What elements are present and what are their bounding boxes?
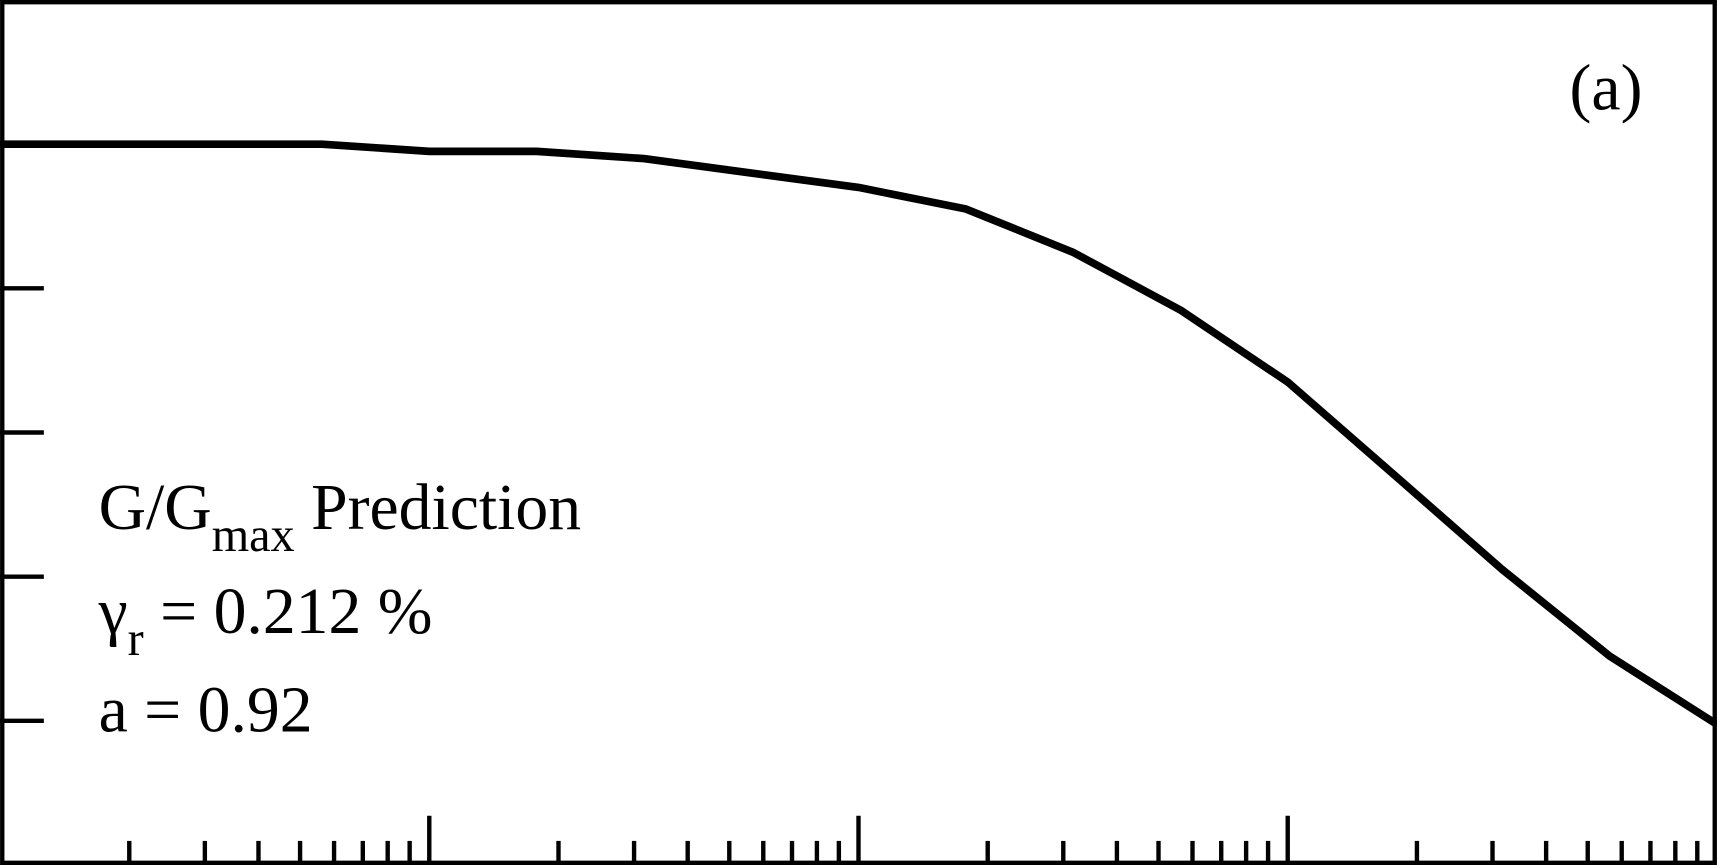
annotation-text: a = 0.92 <box>99 673 313 746</box>
annotation-subscript: max <box>212 509 295 562</box>
annotation-text: Prediction <box>295 471 581 544</box>
annotation: a = 0.92 <box>99 673 313 746</box>
panel-label: (a) <box>1570 51 1643 124</box>
annotation-text: = 0.212 % <box>144 575 433 648</box>
data-line <box>0 140 1717 728</box>
annotation: γr = 0.212 % <box>98 575 433 666</box>
annotation-text: γ <box>98 575 128 648</box>
annotation-subscript: r <box>128 613 144 666</box>
annotation: G/Gmax Prediction <box>99 471 581 562</box>
annotation-text: G/G <box>99 471 212 544</box>
